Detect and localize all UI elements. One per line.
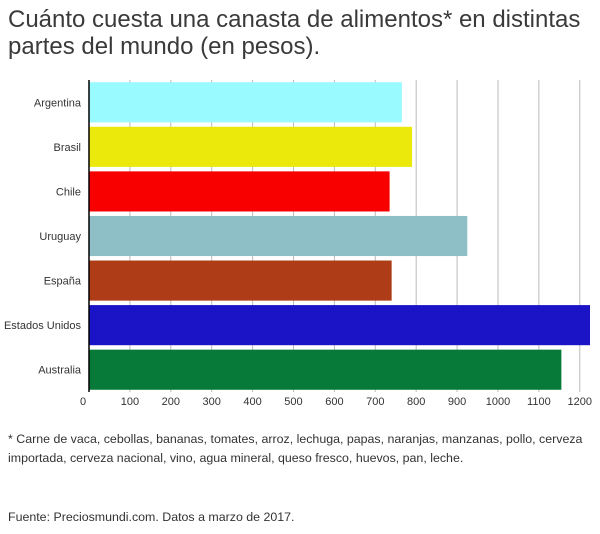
category-label: España xyxy=(44,276,82,288)
bar-chart: Argentina Brasil Chile Uruguay España Estados… xyxy=(4,80,592,408)
x-tick-label: 600 xyxy=(325,396,343,408)
bar-uruguay xyxy=(89,215,468,257)
category-label: Estados Unidos xyxy=(4,320,82,332)
x-tick-label: 900 xyxy=(448,396,466,408)
bar-australia xyxy=(89,349,562,390)
bars xyxy=(89,82,590,390)
bar-brasil xyxy=(89,126,413,167)
x-tick-label: 400 xyxy=(243,396,261,408)
x-tick-label: 1000 xyxy=(486,396,510,408)
category-labels: Argentina Brasil Chile Uruguay España Estados… xyxy=(4,97,82,376)
x-tick-label: 0 xyxy=(80,396,86,408)
category-label: Argentina xyxy=(34,97,82,109)
x-tick-label: 1100 xyxy=(527,396,551,408)
chart-title: Cuánto cuesta una canasta de alimentos* … xyxy=(8,6,581,60)
x-tick-label: 500 xyxy=(284,396,302,408)
x-tick-labels: 0 100 200 300 400 500 600 700 800 900 1000 1100 1200 xyxy=(80,396,592,408)
x-tick-label: 1200 xyxy=(568,396,592,408)
footnote: * Carne de vaca, cebollas, bananas, toma… xyxy=(8,432,583,465)
category-label: Chile xyxy=(56,186,81,198)
category-label: Brasil xyxy=(53,142,81,154)
category-label: Australia xyxy=(38,365,82,377)
x-tick-label: 300 xyxy=(203,396,221,408)
bar-estados-unidos xyxy=(89,305,590,346)
bar-argentina xyxy=(89,82,402,123)
x-tick-label: 200 xyxy=(162,396,180,408)
bar-chile xyxy=(89,171,390,212)
x-tick-label: 100 xyxy=(121,396,139,408)
category-label: Uruguay xyxy=(39,231,81,243)
x-tick-label: 700 xyxy=(366,396,384,408)
source-note: Fuente: Preciosmundi.com. Datos a marzo … xyxy=(8,510,295,524)
x-tick-label: 800 xyxy=(407,396,425,408)
bar-españa xyxy=(89,260,392,301)
